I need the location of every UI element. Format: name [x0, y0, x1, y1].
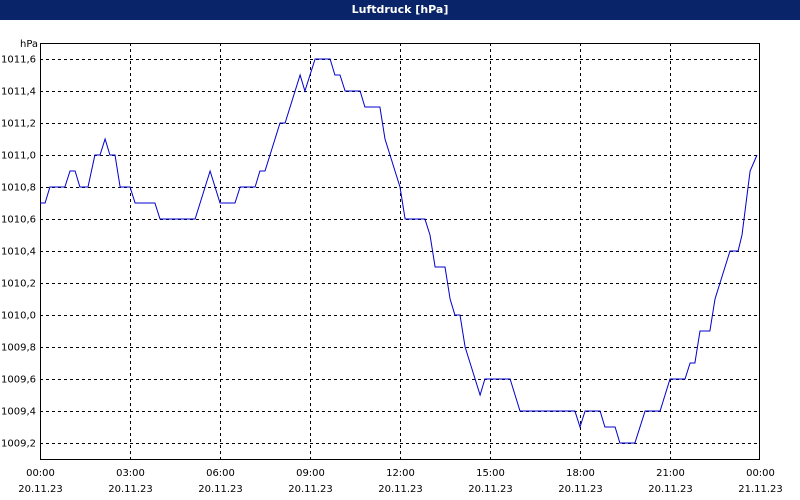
x-tick-label: 09:00 [296, 468, 325, 479]
y-tick-label: 1009,6 [1, 375, 36, 386]
y-tick-label: 1011,2 [1, 119, 36, 130]
x-tick-date: 20.11.23 [18, 484, 63, 495]
y-tick-label: 1010,8 [1, 183, 36, 194]
plot-frame [40, 43, 760, 460]
x-tick-date: 20.11.23 [558, 484, 603, 495]
x-tick-label: 00:00 [26, 468, 55, 479]
y-tick-label: 1009,2 [1, 439, 36, 450]
x-tick-label: 21:00 [656, 468, 685, 479]
x-tick-date: 21.11.23 [738, 484, 783, 495]
y-unit: hPa [20, 39, 38, 50]
y-tick-label: 1009,8 [1, 343, 36, 354]
y-tick-label: 1009,4 [1, 407, 36, 418]
y-tick-label: 1010,6 [1, 215, 36, 226]
x-tick-date: 20.11.23 [288, 484, 333, 495]
data-line [40, 58, 758, 444]
x-tick-date: 20.11.23 [378, 484, 423, 495]
x-tick-date: 20.11.23 [108, 484, 153, 495]
x-tick-label: 18:00 [566, 468, 595, 479]
y-tick-label: 1010,4 [1, 247, 36, 258]
x-tick-label: 12:00 [386, 468, 415, 479]
x-tick-date: 20.11.23 [468, 484, 513, 495]
y-tick-label: 1011,6 [1, 55, 36, 66]
x-tick-label: 00:00 [746, 468, 775, 479]
y-tick-label: 1011,0 [1, 151, 36, 162]
chart-title: Luftdruck [hPa] [0, 0, 800, 20]
y-tick-label: 1010,2 [1, 279, 36, 290]
x-tick-label: 15:00 [476, 468, 505, 479]
y-tick-label: 1010,0 [1, 311, 36, 322]
x-tick-label: 03:00 [116, 468, 145, 479]
x-tick-label: 06:00 [206, 468, 235, 479]
chart: hPa 1009,2 1009,4 1009,6 1009,8 1010,0 1010,2… [1, 39, 783, 495]
x-tick-date: 20.11.23 [648, 484, 693, 495]
x-tick-date: 20.11.23 [198, 484, 243, 495]
y-tick-label: 1011,4 [1, 87, 36, 98]
